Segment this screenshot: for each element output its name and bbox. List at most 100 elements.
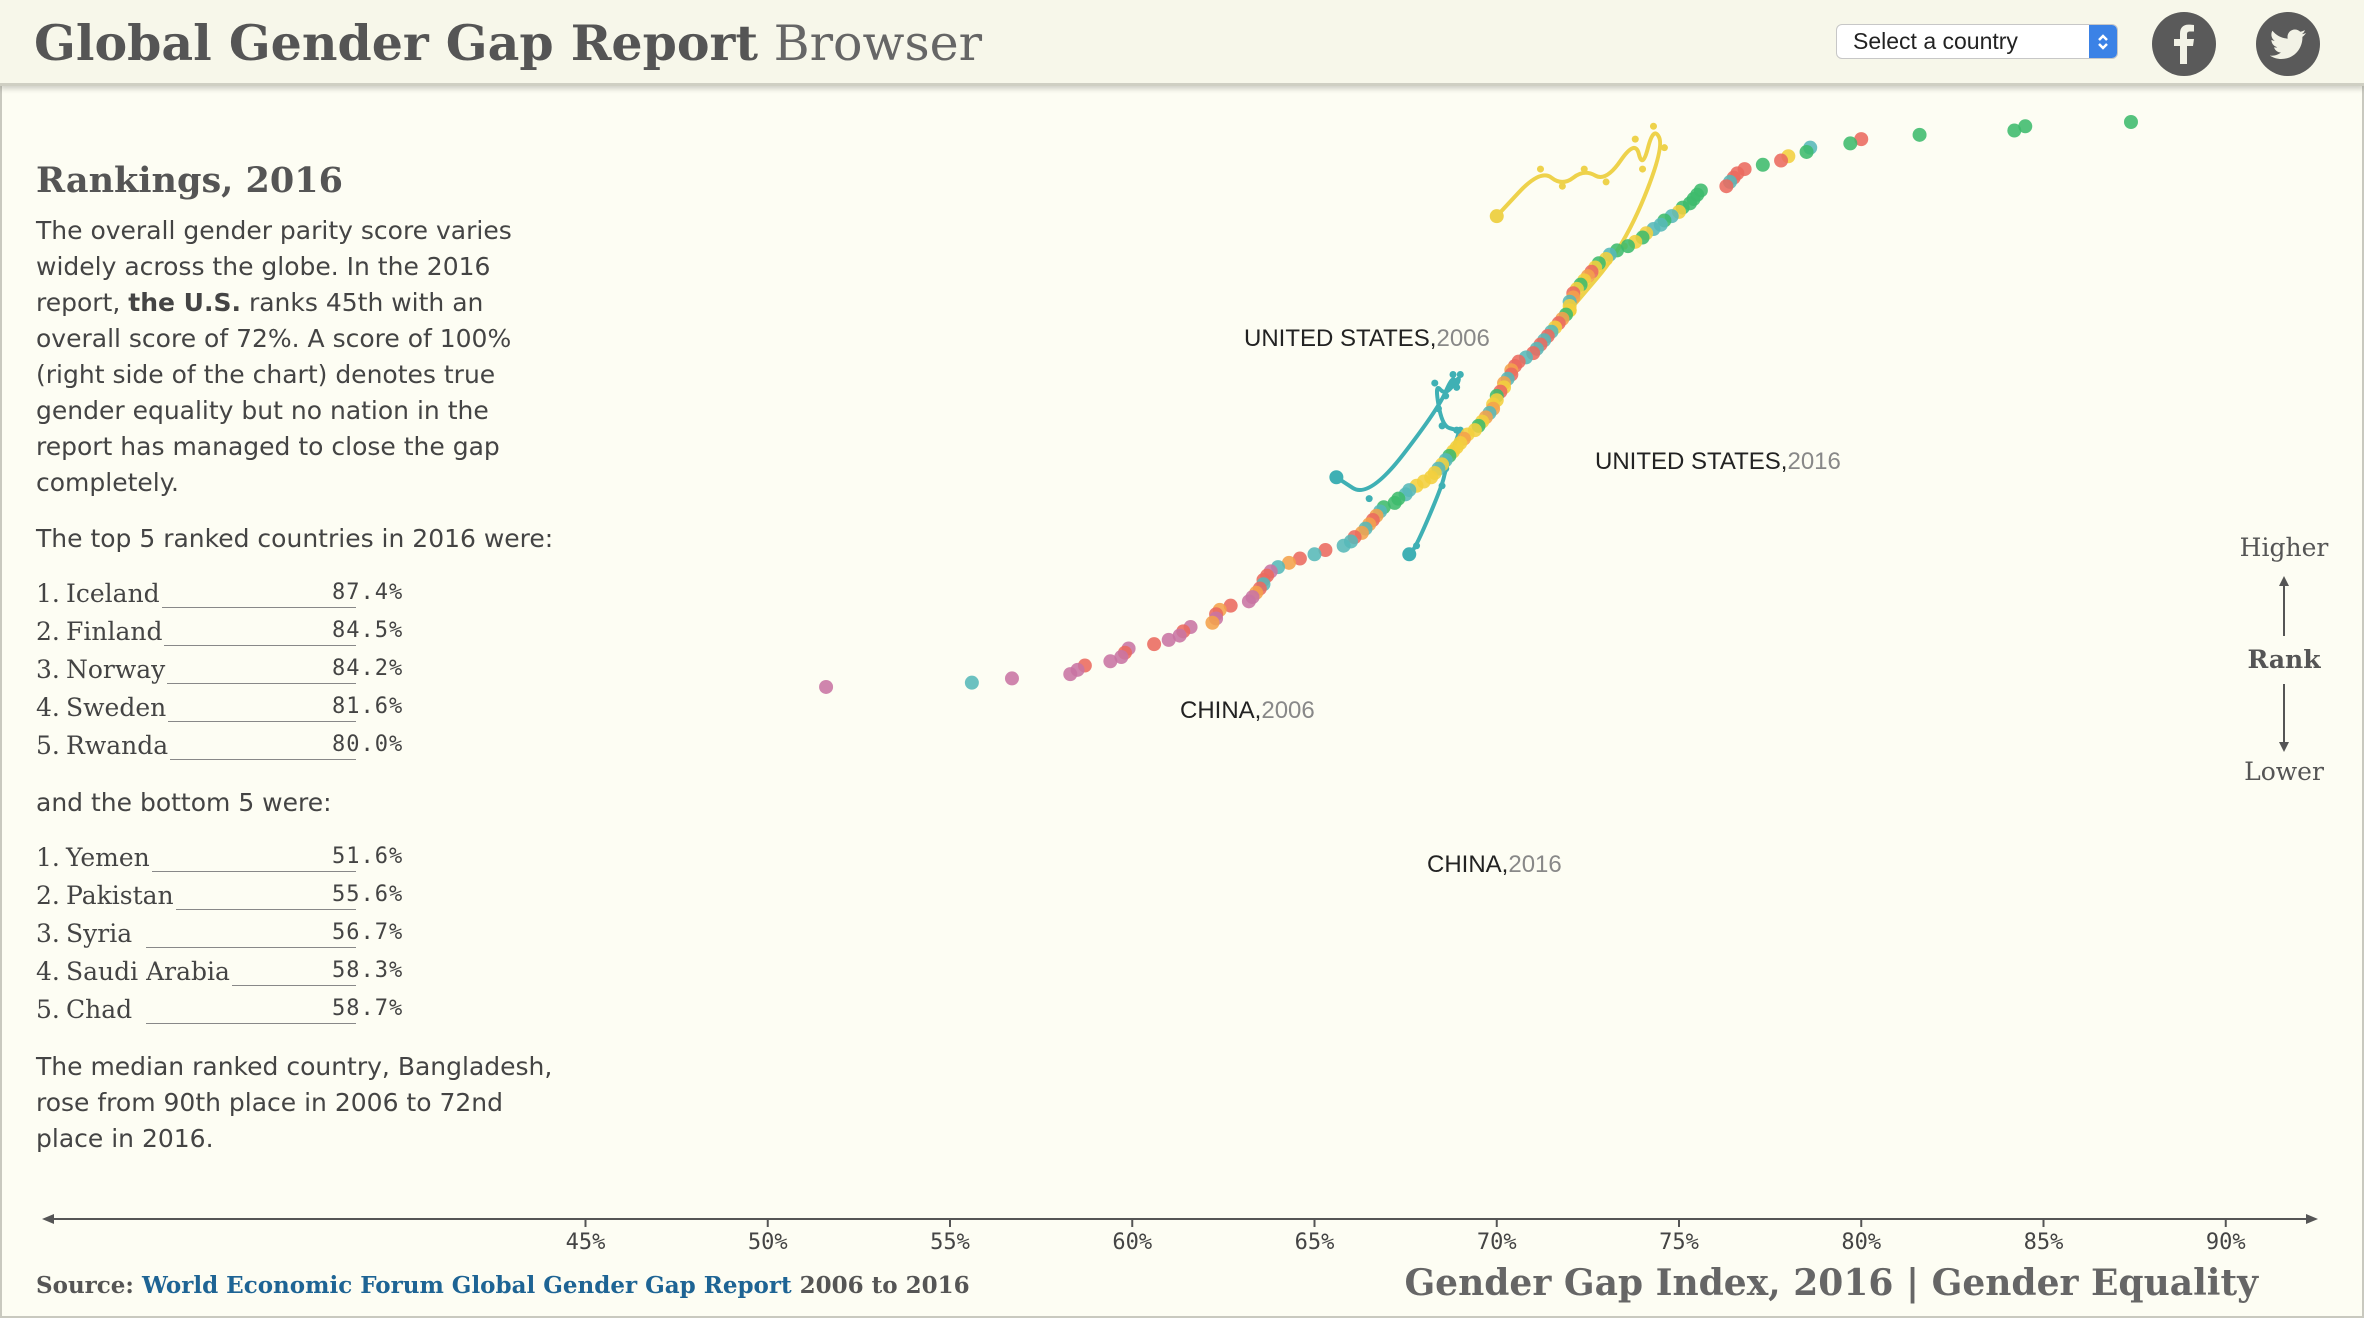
twitter-icon[interactable] — [2256, 12, 2320, 76]
trajectory-endpoint — [1329, 470, 1344, 485]
annotation-year: 2016 — [1787, 448, 1840, 475]
sidebar: Rankings, 2016 The overall gender parity… — [36, 160, 556, 1157]
data-point — [1307, 547, 1322, 562]
rank-number: 4. — [36, 693, 60, 722]
data-point — [1387, 495, 1402, 510]
top-five-label: The top 5 ranked countries in 2016 were: — [36, 524, 554, 553]
data-point — [1854, 132, 1869, 147]
source-link[interactable]: World Economic Forum Global Gender Gap R… — [141, 1272, 792, 1299]
rank-row: 1. Yemen 51.6% — [36, 843, 556, 881]
facebook-icon[interactable] — [2152, 12, 2216, 76]
x-tick-label: 85% — [2024, 1230, 2064, 1255]
rank-row: 3. Syria 56.7% — [36, 919, 556, 957]
data-point — [1912, 127, 1927, 142]
country-name: Sweden — [66, 693, 169, 722]
chevron-updown-icon — [2089, 25, 2117, 58]
data-point — [1281, 555, 1296, 570]
app-title: Global Gender Gap Report Browser — [34, 14, 982, 72]
data-point — [1292, 551, 1307, 566]
rank-number: 4. — [36, 957, 60, 986]
x-tick-label: 65% — [1295, 1230, 1335, 1255]
app-title-light: Browser — [773, 15, 983, 72]
trajectory-path — [1494, 131, 1663, 313]
trajectory-point — [1536, 165, 1544, 173]
data-point — [1843, 136, 1858, 151]
rank-number: 5. — [36, 995, 60, 1024]
annotation-country: UNITED STATES, — [1244, 325, 1436, 352]
x-tick-label: 55% — [930, 1230, 970, 1255]
trajectory-point — [1660, 144, 1668, 152]
x-tick-label: 90% — [2206, 1230, 2246, 1255]
data-point — [2007, 123, 2022, 138]
rank-row: 1. Iceland 87.4% — [36, 579, 556, 617]
x-axis: 45% 50% 55% 60% 65% 70% 75% 80% 85% 90% — [42, 1214, 2318, 1255]
score-value: 80.0% — [332, 732, 404, 757]
trajectory-endpoint — [1402, 547, 1417, 562]
data-points — [819, 115, 2138, 694]
rank-higher-label: Higher — [2240, 533, 2329, 562]
trajectory-point — [1449, 371, 1457, 379]
data-point — [1223, 598, 1238, 613]
rank-label: Rank — [2247, 645, 2321, 674]
country-name: Norway — [66, 655, 168, 684]
rank-row: 2. Finland 84.5% — [36, 617, 556, 655]
data-point — [1172, 628, 1187, 643]
country-select[interactable]: Select a country — [1836, 24, 2118, 59]
trajectory-point — [1639, 165, 1647, 173]
bottom-five-list: 1. Yemen 51.6% 2. Pakistan 55.6% 3. Syria 56.7% 4… — [36, 843, 556, 1033]
annotation-year: 2006 — [1436, 325, 1489, 352]
country-name: Rwanda — [66, 731, 171, 760]
score-value: 56.7% — [332, 920, 404, 945]
score-value: 84.2% — [332, 656, 404, 681]
rank-number: 3. — [36, 655, 60, 684]
x-tick-label: 50% — [748, 1230, 788, 1255]
x-tick-label: 45% — [566, 1230, 606, 1255]
intro-text-1: The overall gender parity score varies w… — [36, 216, 512, 317]
score-value: 51.6% — [332, 844, 404, 869]
rank-row: 2. Pakistan 55.6% — [36, 881, 556, 919]
annotation-label: CHINA,2006 — [1180, 697, 1315, 724]
x-tick-label: 60% — [1112, 1230, 1152, 1255]
data-point — [1755, 157, 1770, 172]
x-axis-title: Gender Gap Index, 2016 | Gender Equality — [1404, 1262, 2258, 1304]
intro-paragraph: The overall gender parity score varies w… — [36, 213, 556, 501]
country-name: Iceland — [66, 579, 162, 608]
leader-line — [146, 607, 356, 608]
trajectory-path — [1334, 376, 1461, 557]
sidebar-heading: Rankings, 2016 — [36, 160, 343, 201]
leader-line — [146, 985, 356, 986]
trajectory-point — [1649, 122, 1657, 130]
data-point — [1103, 654, 1118, 669]
leader-line — [146, 947, 356, 948]
rank-number: 1. — [36, 843, 60, 872]
rank-number: 3. — [36, 919, 60, 948]
app-header: Global Gender Gap Report Browser Select … — [0, 0, 2364, 86]
top-five-list: 1. Iceland 87.4% 2. Finland 84.5% 3. Norway 84.2… — [36, 579, 556, 769]
app-title-bold: Global Gender Gap Report — [34, 14, 758, 72]
country-name: Pakistan — [66, 881, 176, 910]
leader-line — [146, 645, 356, 646]
data-point — [1241, 594, 1256, 609]
trajectory-paths — [1329, 122, 1668, 562]
data-point — [1205, 615, 1220, 630]
x-tick-label: 70% — [1477, 1230, 1517, 1255]
data-point — [964, 675, 979, 690]
intro-text-bold: the U.S. — [128, 288, 241, 317]
leader-line — [146, 759, 356, 760]
arrow-up-icon — [2279, 576, 2289, 586]
country-name: Chad — [66, 995, 135, 1024]
annotation-label: UNITED STATES,2006 — [1244, 325, 1490, 352]
score-value: 55.6% — [332, 882, 404, 907]
data-point — [1336, 538, 1351, 553]
rank-lower-label: Lower — [2244, 757, 2324, 786]
rank-row: 4. Sweden 81.6% — [36, 693, 556, 731]
country-name: Yemen — [66, 843, 152, 872]
source-note: Source: World Economic Forum Global Gend… — [36, 1272, 970, 1299]
data-point — [1620, 239, 1635, 254]
rank-number: 2. — [36, 617, 60, 646]
axis-arrow-left-icon — [42, 1214, 54, 1224]
rank-number: 5. — [36, 731, 60, 760]
trajectory-point — [1602, 178, 1610, 186]
bottom-five-label: and the bottom 5 were: — [36, 788, 332, 817]
